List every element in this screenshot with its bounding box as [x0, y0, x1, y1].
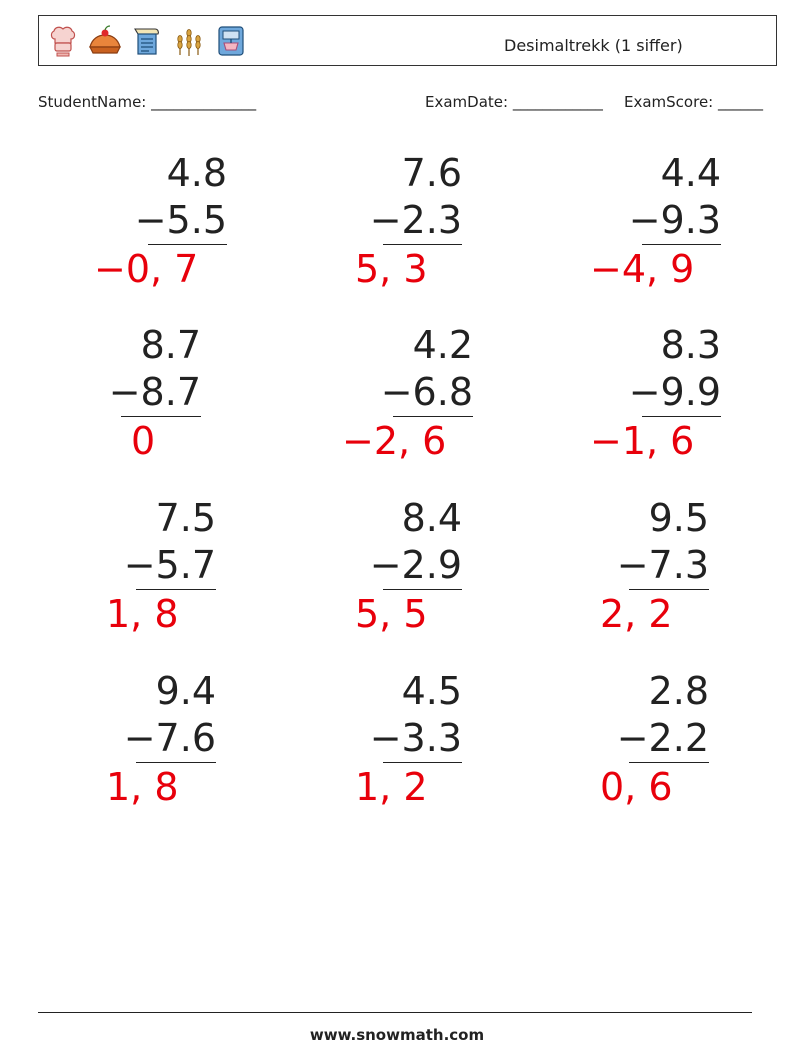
subtrahend: −6.8	[380, 370, 473, 414]
wheat-icon	[177, 29, 201, 56]
header-icons	[45, 21, 249, 61]
answer-rule	[148, 244, 227, 245]
answer-rule	[121, 416, 201, 417]
worksheet-title: Desimaltrekk (1 siffer)	[504, 36, 683, 55]
answer-rule	[136, 589, 216, 590]
chef-hat-icon	[50, 26, 76, 57]
subtrahend: −9.9	[628, 370, 721, 414]
minuend: 8.7	[140, 323, 201, 367]
answer: −2, 6	[342, 419, 447, 463]
subtrahend: −7.3	[616, 543, 709, 587]
minuend: 4.8	[166, 151, 227, 195]
answer: 0	[131, 419, 156, 463]
answer: −4, 9	[590, 247, 695, 291]
minuend: 8.4	[401, 496, 462, 540]
recipe-scroll-icon	[134, 28, 159, 55]
subtrahend: −5.7	[123, 543, 216, 587]
student-name-field: StudentName: ______________	[38, 93, 257, 111]
answer-rule	[629, 589, 709, 590]
minuend: 4.2	[412, 323, 473, 367]
subtrahend: −9.3	[628, 198, 721, 242]
answer-rule	[629, 762, 709, 763]
answer-rule	[136, 762, 216, 763]
answer-rule	[383, 762, 462, 763]
answer: −0, 7	[94, 247, 199, 291]
footer-site: www.snowmath.com	[309, 1026, 485, 1044]
minuend: 7.5	[155, 496, 216, 540]
minuend: 9.5	[648, 496, 709, 540]
subtrahend: −7.6	[123, 716, 216, 760]
footer-divider	[38, 1012, 752, 1013]
answer-rule	[383, 589, 462, 590]
subtrahend: −2.9	[369, 543, 462, 587]
subtrahend: −2.2	[616, 716, 709, 760]
minuend: 8.3	[660, 323, 721, 367]
answer: −1, 6	[590, 419, 695, 463]
subtrahend: −3.3	[369, 716, 462, 760]
answer: 5, 3	[355, 247, 428, 291]
answer: 5, 5	[355, 592, 428, 636]
exam-score-field: ExamScore: ______	[624, 93, 763, 111]
exam-date-field: ExamDate: ____________	[425, 93, 603, 111]
subtrahend: −2.3	[369, 198, 462, 242]
subtrahend: −5.5	[134, 198, 227, 242]
answer: 0, 6	[600, 765, 673, 809]
answer-rule	[393, 416, 473, 417]
mixer-icon	[218, 26, 244, 56]
minuend: 4.4	[660, 151, 721, 195]
header-box: Desimaltrekk (1 siffer)	[38, 15, 777, 66]
minuend: 4.5	[401, 669, 462, 713]
minuend: 7.6	[401, 151, 462, 195]
minuend: 9.4	[155, 669, 216, 713]
answer-rule	[642, 244, 721, 245]
minuend: 2.8	[648, 669, 709, 713]
answer: 2, 2	[600, 592, 673, 636]
pie-icon	[89, 25, 121, 54]
answer: 1, 8	[106, 765, 179, 809]
answer: 1, 8	[106, 592, 179, 636]
answer-rule	[642, 416, 721, 417]
answer: 1, 2	[355, 765, 428, 809]
subtrahend: −8.7	[108, 370, 201, 414]
answer-rule	[383, 244, 462, 245]
